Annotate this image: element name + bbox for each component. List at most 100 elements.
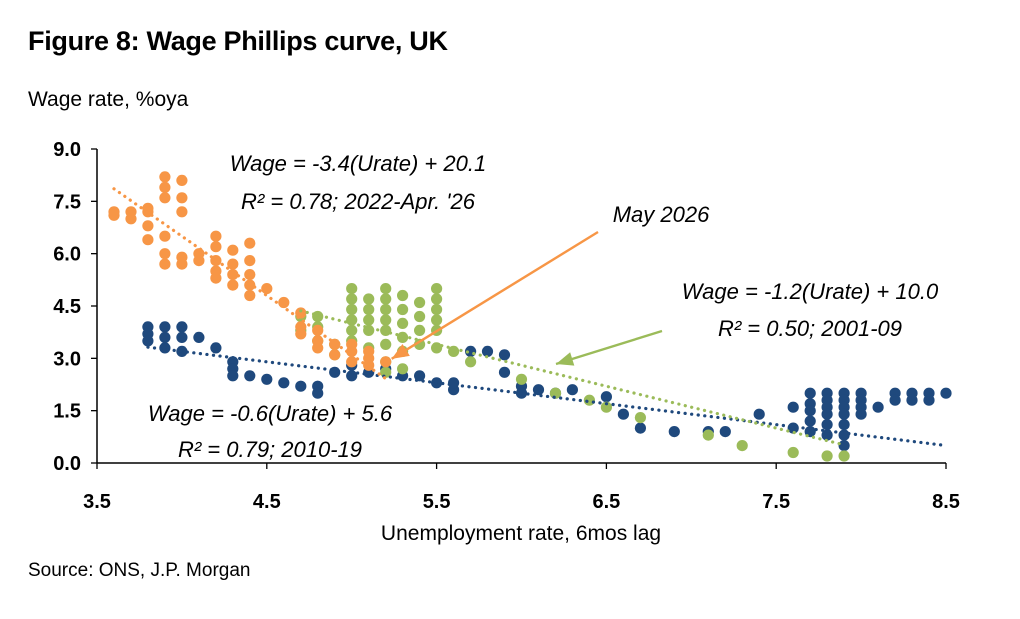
equation-s2001-line2: R² = 0.50; 2001-09 [718, 316, 902, 341]
point-s2001-21 [380, 314, 392, 326]
y-tick-label: 3.0 [53, 348, 81, 370]
point-s2022-6 [142, 220, 154, 232]
point-s2001-33 [414, 310, 426, 323]
trendlines-layer [112, 187, 948, 448]
point-s2022-34 [244, 289, 256, 302]
point-s2022-10 [159, 192, 171, 204]
x-axis-label: Unemployment rate, 6mos lag [381, 522, 661, 545]
point-s2022-20 [193, 255, 205, 267]
point-s2010-31 [481, 345, 494, 357]
point-s2001-15 [363, 314, 375, 326]
point-s2001-14 [363, 303, 375, 316]
point-s2010-69 [855, 408, 867, 420]
point-s2010-41 [634, 422, 647, 434]
point-s2022-8 [159, 171, 171, 183]
point-s2001-38 [431, 303, 443, 316]
point-s2010-76 [923, 394, 935, 406]
labels-layer: Wage = -0.6(Urate) + 5.6 R² = 0.79; 2010-… [148, 151, 939, 462]
x-tick-label: 6.5 [592, 491, 620, 513]
x-tick-label: 4.5 [253, 491, 281, 513]
point-s2001-26 [397, 289, 409, 302]
point-s2001-52 [821, 450, 833, 462]
point-s2001-19 [380, 293, 392, 305]
may-2026-arrow [391, 230, 599, 360]
point-s2010-14 [244, 370, 256, 382]
point-s2001-41 [431, 342, 443, 354]
point-s2022-11 [159, 230, 171, 242]
may-2026-arrow-shaft [391, 230, 599, 360]
point-s2010-4 [159, 331, 171, 343]
point-s2022-42 [312, 342, 324, 354]
point-s2022-39 [295, 328, 307, 340]
point-s2010-74 [906, 394, 918, 406]
point-s2010-7 [176, 331, 188, 343]
point-s2001-28 [397, 317, 409, 329]
point-s2010-16 [278, 377, 290, 389]
point-s2001-34 [414, 324, 426, 336]
point-s2010-77 [940, 387, 952, 399]
point-s2010-10 [210, 342, 222, 354]
point-s2001-39 [431, 314, 443, 326]
equation-s2001-line1: Wage = -1.2(Urate) + 10.0 [682, 279, 939, 304]
point-s2001-46 [583, 394, 596, 406]
point-s2010-13 [227, 370, 239, 382]
point-s2022-46 [346, 345, 358, 357]
point-s2010-3 [159, 321, 171, 333]
point-s2010-42 [668, 426, 680, 438]
chart-title: Figure 8: Wage Phillips curve, UK [28, 26, 448, 56]
point-s2001-8 [346, 293, 358, 305]
y-tick-label: 9.0 [53, 139, 81, 161]
point-s2001-11 [346, 324, 358, 336]
point-s2001-10 [346, 314, 358, 326]
point-s2022-22 [210, 241, 222, 253]
trendline-s2010 [146, 345, 948, 448]
point-s2001-37 [431, 293, 443, 305]
point-s2010-48 [804, 387, 816, 399]
annotation-may-2026: May 2026 [613, 202, 710, 227]
point-s2001-20 [380, 303, 392, 316]
points-layer [108, 171, 952, 462]
point-s2022-33 [244, 279, 256, 291]
point-s2001-53 [838, 450, 850, 462]
point-s2022-13 [176, 192, 188, 204]
point-s2022-14 [176, 206, 188, 218]
point-s2022-44 [329, 349, 341, 361]
equation-s2022-line1: Wage = -3.4(Urate) + 20.1 [230, 151, 486, 176]
point-s2001-47 [600, 401, 613, 413]
point-s2001-45 [549, 387, 562, 399]
point-s2010-26 [414, 370, 426, 382]
x-tick-label: 3.5 [83, 491, 111, 513]
point-s2010-46 [787, 401, 799, 413]
y-axis-label: Wage rate, %oya [28, 88, 189, 111]
point-s2001-43 [465, 356, 477, 368]
point-s2001-50 [736, 440, 748, 452]
green-series-arrow [555, 329, 663, 366]
point-s2010-70 [872, 401, 884, 413]
point-s2022-29 [227, 279, 239, 291]
point-s2010-32 [498, 349, 511, 361]
x-tick-label: 7.5 [762, 491, 790, 513]
point-s2022-12 [176, 174, 188, 186]
point-s2001-22 [380, 324, 392, 336]
point-s2010-40 [617, 408, 630, 420]
point-s2010-2 [142, 335, 154, 347]
point-s2010-36 [532, 384, 545, 396]
green-series-arrow-shaft [555, 329, 663, 366]
point-s2010-22 [346, 370, 358, 382]
point-s2022-51 [380, 356, 392, 368]
point-s2022-1 [108, 209, 120, 221]
point-s2010-38 [566, 384, 579, 396]
point-s2010-44 [719, 426, 731, 438]
point-s2010-72 [889, 394, 901, 406]
trendline-s2001 [299, 309, 846, 447]
point-s2001-32 [414, 296, 426, 309]
point-s2022-36 [278, 296, 290, 309]
point-s2022-17 [159, 248, 171, 260]
equation-s2010-line1: Wage = -0.6(Urate) + 5.6 [148, 401, 393, 426]
point-s2001-27 [397, 303, 409, 316]
point-s2022-18 [159, 258, 171, 270]
may-2026-arrow-head [391, 343, 410, 359]
y-tick-label: 0.0 [53, 453, 81, 475]
x-tick-label: 5.5 [423, 491, 451, 513]
